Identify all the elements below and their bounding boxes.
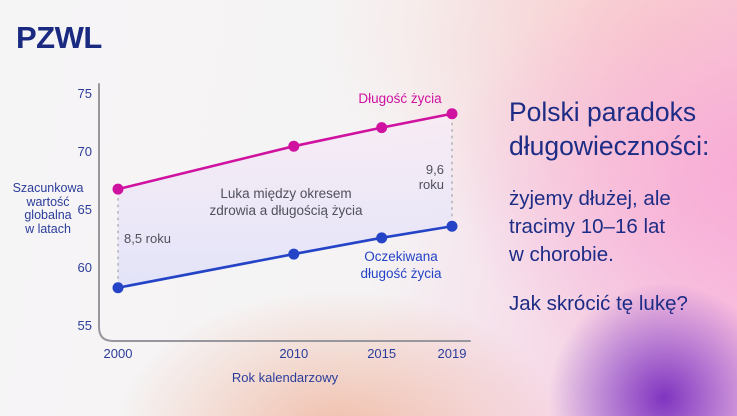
life-line-data-point	[376, 122, 388, 134]
x-axis-title: Rok kalendarzowy	[231, 370, 339, 385]
life-line-data-point	[112, 183, 124, 195]
gap-2019-label: 9,6 roku	[418, 162, 444, 192]
x-tick-label: 2019	[437, 346, 467, 361]
y-tick-label: 65	[77, 202, 92, 217]
x-tick-label: 2015	[367, 346, 397, 361]
axis-line	[98, 83, 471, 342]
y-tick-label: 70	[77, 144, 92, 159]
y-axis-title: Szacunkowa wartość globalna w latach	[12, 181, 84, 236]
life-series-label: Długość życia	[358, 91, 442, 106]
subheadline: żyjemy dłużej, ale tracimy 10–16 lat w c…	[509, 187, 671, 266]
life-line-data-point	[446, 108, 458, 120]
life-line-data-point	[288, 140, 300, 152]
headline: Polski paradoks długowieczności:	[509, 97, 710, 161]
healthy-line-data-point	[446, 220, 458, 232]
healthy-line	[116, 224, 454, 290]
gap-2000-label: 8,5 roku	[124, 231, 171, 246]
y-tick-label: 60	[77, 260, 92, 275]
y-tick-label: 55	[77, 318, 92, 333]
gap-annotation: Luka między okresem zdrowia a długością …	[209, 186, 363, 218]
healthy-line-data-point	[288, 248, 300, 260]
gap-area	[118, 113, 452, 288]
x-tick-label: 2010	[279, 346, 309, 361]
healthy-line-data-point	[112, 282, 124, 294]
life-line	[116, 112, 454, 191]
pzwl-logo: PZWL	[16, 20, 102, 55]
gap-chart-svg	[98, 83, 471, 342]
y-tick-label: 75	[77, 86, 92, 101]
question: Jak skrócić tę lukę?	[509, 292, 688, 315]
healthy-series-label: Oczekiwana długość życia	[360, 249, 442, 281]
healthy-line-data-point	[376, 232, 388, 244]
x-tick-label: 2000	[103, 346, 133, 361]
